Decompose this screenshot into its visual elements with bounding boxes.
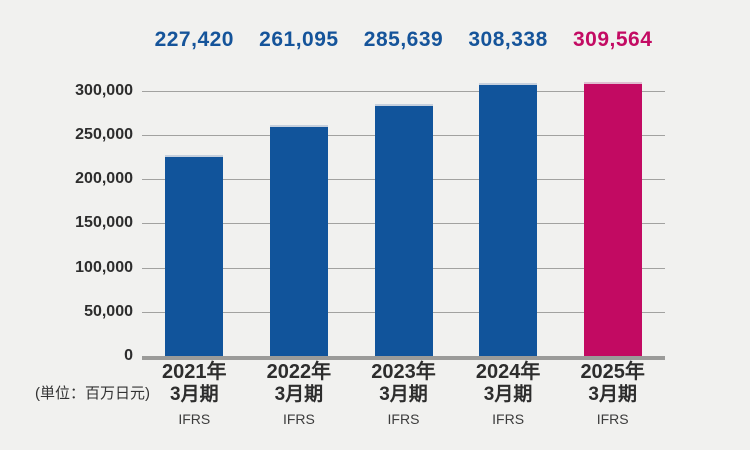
bar-2025 — [583, 82, 642, 356]
bar-2021 — [165, 155, 224, 356]
gridline-300,000 — [142, 90, 665, 92]
unit-label: (単位：百万日元) — [35, 385, 150, 402]
y-axis-tick-100,000: 100,000 — [75, 258, 133, 276]
y-axis-tick-250,000: 250,000 — [75, 126, 133, 143]
category-standard-2023: IFRS — [387, 411, 420, 427]
value-label-2022: 261,095 — [259, 28, 339, 51]
x-axis-category-2024: 2024年 3月期 IFRS — [450, 361, 566, 430]
bar-2024 — [479, 83, 538, 356]
category-standard-2025: IFRS — [596, 411, 629, 427]
category-period-2022: 3月期 — [274, 384, 324, 405]
bar-2022 — [269, 125, 328, 356]
y-axis-tick-50,000: 50,000 — [84, 302, 133, 320]
category-year-2025: 2025年 — [580, 361, 645, 383]
category-standard-2021: IFRS — [178, 411, 211, 427]
value-label-2021: 227,420 — [154, 28, 234, 51]
value-label-2023: 285,639 — [363, 28, 444, 51]
category-year-2024: 2024年 — [475, 361, 541, 383]
x-axis-category-2021: 2021年 3月期 IFRS — [136, 361, 252, 430]
category-standard-2022: IFRS — [282, 411, 315, 427]
x-axis-category-2023: 2023年 3月期 IFRS — [346, 361, 462, 430]
y-axis-tick-150,000: 150,000 — [75, 214, 133, 232]
x-axis-category-2022: 2022年 3月期 IFRS — [241, 361, 357, 430]
y-axis-tick-0: 0 — [124, 347, 133, 364]
category-period-2023: 3月期 — [379, 384, 428, 405]
bar-2023 — [374, 103, 433, 356]
x-axis-category-2025: 2025年 3月期 IFRS — [555, 361, 671, 430]
category-period-2021: 3月期 — [170, 384, 219, 405]
y-axis-tick-200,000: 200,000 — [75, 170, 133, 188]
y-axis-tick-300,000: 300,000 — [75, 81, 133, 99]
category-year-2021: 2021年 — [162, 361, 227, 383]
value-label-2025: 309,564 — [572, 28, 653, 51]
category-year-2022: 2022年 — [266, 361, 332, 383]
category-period-2025: 3月期 — [588, 384, 637, 405]
category-period-2024: 3月期 — [483, 384, 533, 405]
value-label-2024: 308,338 — [468, 28, 548, 51]
x-axis-baseline — [142, 356, 665, 360]
category-year-2023: 2023年 — [371, 361, 436, 383]
category-standard-2024: IFRS — [492, 411, 525, 427]
